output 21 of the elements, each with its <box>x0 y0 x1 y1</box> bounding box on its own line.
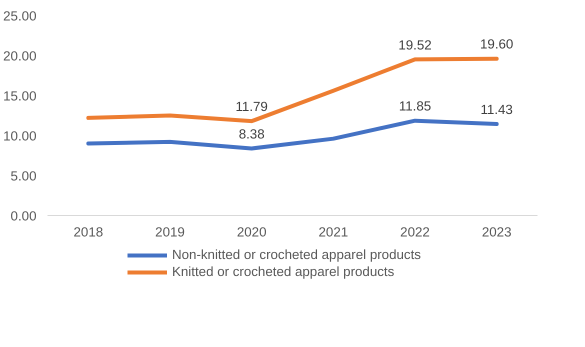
data-label: 11.43 <box>480 102 513 118</box>
line-series <box>86 118 499 150</box>
x-tick-label: 2021 <box>318 224 348 240</box>
x-tick-label: 2019 <box>155 224 185 240</box>
x-tick-label: 2023 <box>482 224 512 240</box>
legend-label: Knitted or crocheted apparel products <box>172 264 394 279</box>
y-tick-label: 5.00 <box>10 168 37 184</box>
x-tick-label: 2018 <box>74 224 104 240</box>
data-label: 8.38 <box>238 126 265 142</box>
data-label: 19.60 <box>480 36 514 52</box>
data-label: 11.85 <box>398 98 432 114</box>
legend-label: Non-knitted or crocheted apparel products <box>172 247 421 262</box>
data-label: 19.52 <box>398 37 432 52</box>
y-tick-label: 10.00 <box>3 128 37 144</box>
y-tick-label: 0.00 <box>10 208 37 224</box>
x-tick-label: 2022 <box>400 224 430 240</box>
x-tick-label: 2020 <box>236 224 266 240</box>
data-label: 11.79 <box>235 99 268 114</box>
y-tick-label: 20.00 <box>3 48 37 64</box>
y-tick-label: 25.00 <box>3 8 37 24</box>
y-tick-label: 15.00 <box>3 88 37 104</box>
